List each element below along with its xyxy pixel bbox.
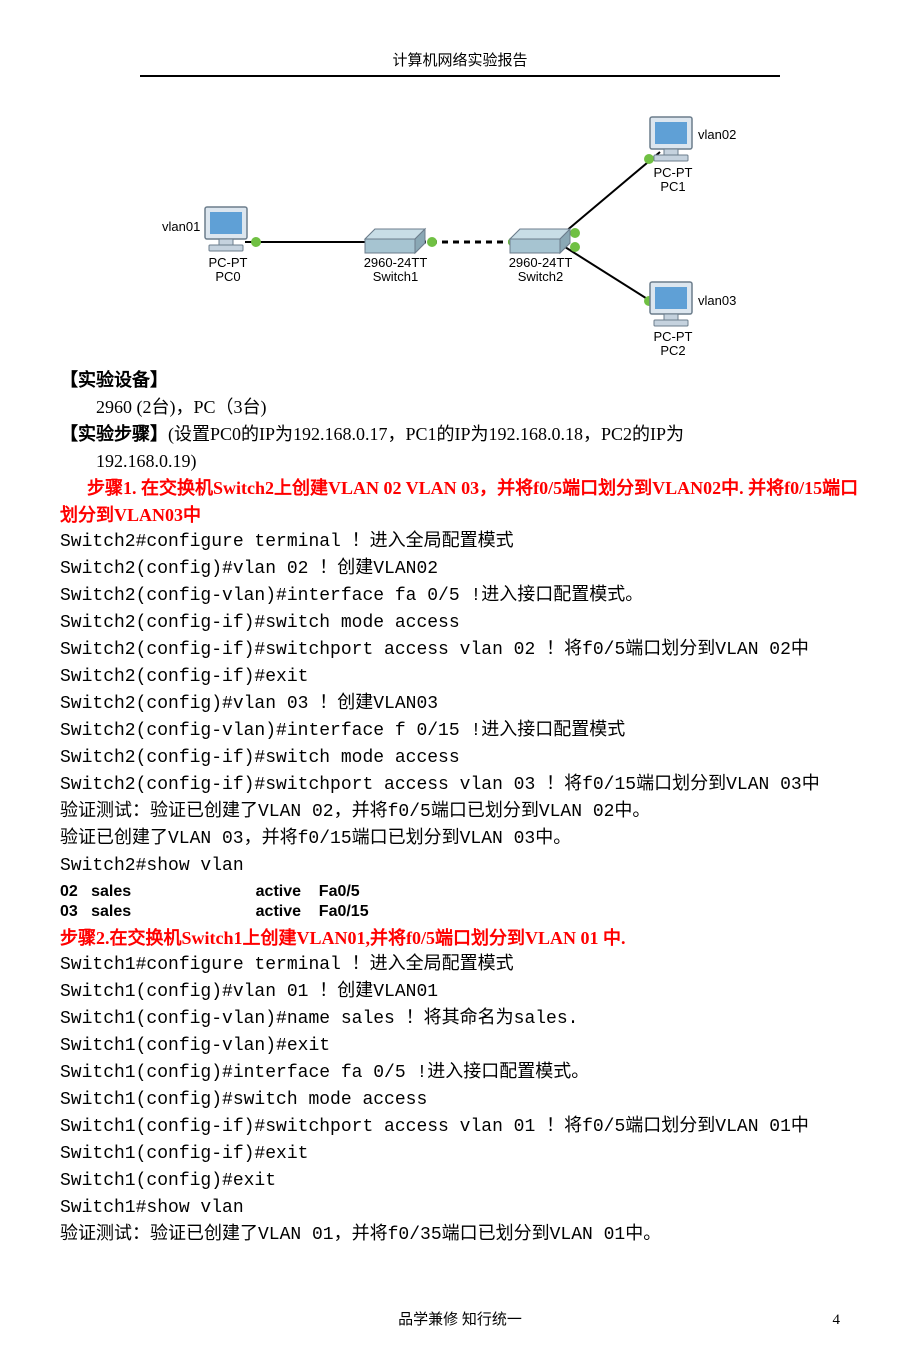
- footer-page-number: 4: [833, 1309, 841, 1332]
- code-line: Switch2(config)#vlan 03 ！创建VLAN03: [60, 691, 860, 718]
- code-line: Switch2(config-vlan)#interface fa 0/5 !进…: [60, 583, 860, 610]
- code-line: Switch2(config)#vlan 02 ！创建VLAN02: [60, 556, 860, 583]
- code-line: Switch2#show vlan: [60, 853, 860, 880]
- pc2-name-label: PC2: [652, 343, 694, 359]
- code-line: Switch1(config-vlan)#exit: [60, 1033, 860, 1060]
- step2-heading: 步骤2.在交换机Switch1上创建VLAN01,并将f0/5端口划分到VLAN…: [60, 925, 860, 952]
- steps-intro-2: 192.168.0.19): [60, 448, 860, 475]
- pc2-vlan-label: vlan03: [698, 293, 736, 309]
- step1-code-block: Switch2#configure terminal ！进入全局配置模式Swit…: [60, 529, 860, 880]
- code-line: Switch2(config-if)#switchport access vla…: [60, 637, 860, 664]
- equipment-heading: 【实验设备】: [60, 370, 168, 390]
- code-line: Switch1(config-if)#exit: [60, 1141, 860, 1168]
- code-line: Switch2(config-if)#switchport access vla…: [60, 772, 860, 799]
- code-line: Switch1(config)#exit: [60, 1168, 860, 1195]
- code-line: 验证已创建了VLAN 03，并将f0/15端口已划分到VLAN 03中。: [60, 826, 860, 853]
- pc0-vlan-label: vlan01: [162, 219, 200, 235]
- code-line: Switch2(config-vlan)#interface f 0/15 !进…: [60, 718, 860, 745]
- code-line: Switch2#configure terminal ！进入全局配置模式: [60, 529, 860, 556]
- sw1-name-label: Switch1: [358, 269, 433, 285]
- code-line: Switch1(config)#vlan 01 ！创建VLAN01: [60, 979, 860, 1006]
- code-line: 验证测试：验证已创建了VLAN 01，并将f0/35端口已划分到VLAN 01中…: [60, 1222, 860, 1249]
- step2-code-block: Switch1#configure terminal ！进入全局配置模式Swit…: [60, 952, 860, 1249]
- pc1-name-label: PC1: [652, 179, 694, 195]
- code-line: Switch1(config)#switch mode access: [60, 1087, 860, 1114]
- code-line: Switch1(config)#interface fa 0/5 !进入接口配置…: [60, 1060, 860, 1087]
- code-line: Switch2(config-if)#switch mode access: [60, 610, 860, 637]
- code-line: Switch1#show vlan: [60, 1195, 860, 1222]
- steps-intro-1: (设置PC0的IP为192.168.0.17，PC1的IP为192.168.0.…: [168, 424, 684, 444]
- code-line: Switch2(config-if)#exit: [60, 664, 860, 691]
- sw2-name-label: Switch2: [503, 269, 578, 285]
- code-line: 验证测试：验证已创建了VLAN 02，并将f0/5端口已划分到VLAN 02中。: [60, 799, 860, 826]
- vlan-table: 02 sales active Fa0/5 03 sales active Fa…: [60, 880, 860, 926]
- steps-heading: 【实验步骤】: [60, 424, 168, 444]
- pc0-name-label: PC0: [207, 269, 249, 285]
- step1-heading: 步骤1. 在交换机Switch2上创建VLAN 02 VLAN 03，并将f0/…: [60, 475, 860, 529]
- code-line: Switch2(config-if)#switch mode access: [60, 745, 860, 772]
- network-diagram: vlan01 PC-PT PC0 vlan02 PC-PT PC1 vlan03…: [170, 107, 750, 357]
- code-line: Switch1(config-if)#switchport access vla…: [60, 1114, 860, 1141]
- page-header-title: 计算机网络实验报告: [140, 50, 780, 77]
- code-line: Switch1#configure terminal ！进入全局配置模式: [60, 952, 860, 979]
- code-line: Switch1(config-vlan)#name sales ！将其命名为sa…: [60, 1006, 860, 1033]
- equipment-body: 2960 (2台)，PC（3台): [60, 394, 860, 421]
- pc1-vlan-label: vlan02: [698, 127, 736, 143]
- footer-motto: 品学兼修 知行统一: [60, 1309, 860, 1332]
- page-footer: 品学兼修 知行统一 4: [60, 1309, 860, 1332]
